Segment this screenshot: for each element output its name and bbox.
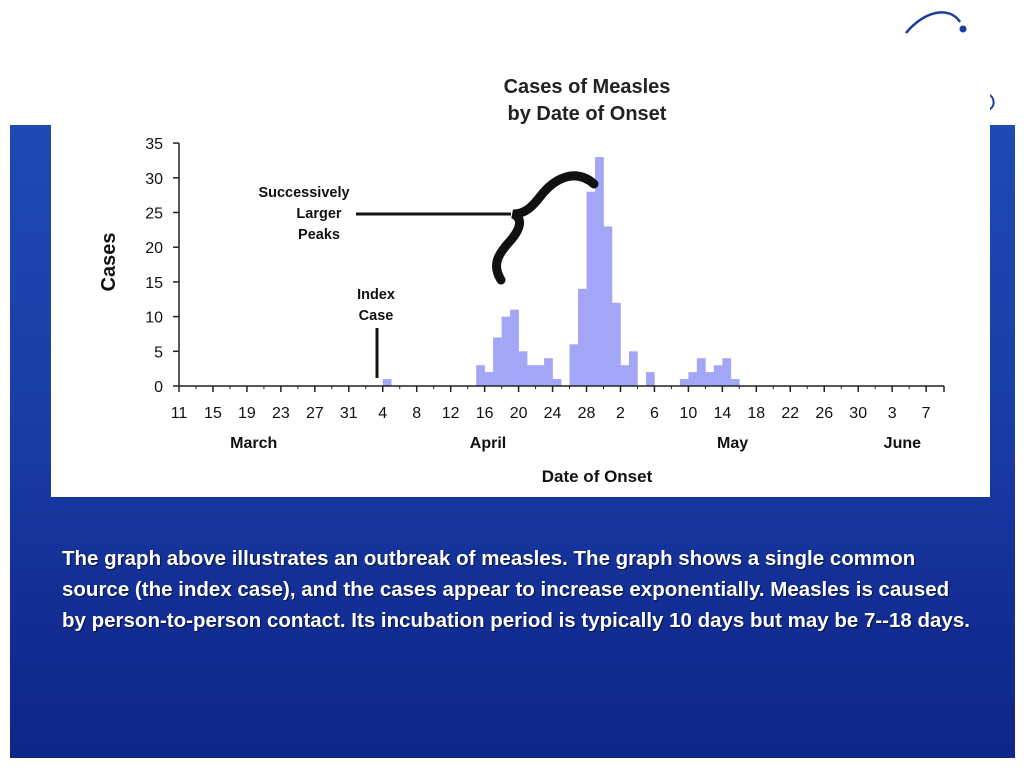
index-case-label-line-2: Case xyxy=(359,308,394,324)
x-tick-label: 3 xyxy=(888,405,897,422)
bar-day-35 xyxy=(476,365,485,386)
x-tick-label: 30 xyxy=(849,405,867,422)
chart-title: Cases of Measles by Date of Onset xyxy=(351,74,823,128)
month-label: June xyxy=(884,435,921,452)
bar-day-42 xyxy=(535,365,545,386)
bar-day-37 xyxy=(493,337,502,386)
bar-day-60 xyxy=(688,372,698,386)
bar-day-51 xyxy=(611,302,621,386)
y-tick-label: 0 xyxy=(154,379,163,396)
caption-text: The graph above illustrates an outbreak … xyxy=(62,547,970,632)
x-tick-label: 28 xyxy=(578,405,596,422)
peaks-label-line-2: Larger xyxy=(296,206,341,222)
y-tick-label: 35 xyxy=(145,136,163,153)
x-tick-label: 31 xyxy=(340,405,358,422)
bar-day-41 xyxy=(527,365,536,386)
bar-day-55 xyxy=(645,372,655,386)
x-tick-label: 16 xyxy=(476,405,494,422)
bar-day-43 xyxy=(544,358,553,386)
peaks-label-line-1: Successively xyxy=(258,185,349,201)
x-tick-label: 24 xyxy=(544,405,562,422)
y-tick-label: 5 xyxy=(154,344,163,361)
bar-day-24 xyxy=(382,379,392,386)
bar-day-63 xyxy=(713,365,723,386)
x-tick-label: 27 xyxy=(306,405,324,422)
x-tick-label: 20 xyxy=(510,405,528,422)
bar-day-48 xyxy=(586,191,596,386)
bar-day-61 xyxy=(696,358,706,386)
y-tick-label: 20 xyxy=(145,240,163,257)
y-tick-label: 15 xyxy=(145,275,163,292)
chart-panel: Cases of Measles by Date of Onset 0 5 10 15… xyxy=(51,68,990,497)
bars-layer xyxy=(382,156,740,386)
y-tick-label: 30 xyxy=(145,171,163,188)
x-tick-label: 6 xyxy=(650,405,659,422)
y-tick-label: 10 xyxy=(145,310,163,327)
bar-day-65 xyxy=(730,379,740,386)
x-tick-label: 11 xyxy=(171,405,188,422)
x-tick-label: 8 xyxy=(412,405,421,422)
x-tick-label: 4 xyxy=(378,405,387,422)
x-axis-title: Date of Onset xyxy=(542,467,653,486)
bar-day-59 xyxy=(679,379,689,386)
x-tick-label: 12 xyxy=(442,405,460,422)
bar-day-62 xyxy=(705,372,715,386)
bar-day-46 xyxy=(569,344,579,386)
bar-day-49 xyxy=(595,156,604,386)
y-tick-label: 25 xyxy=(145,206,163,223)
x-tick-label: 2 xyxy=(616,405,625,422)
month-label: May xyxy=(717,435,748,452)
y-axis-title: Cases xyxy=(98,233,120,292)
bar-day-53 xyxy=(628,351,638,386)
bar-day-47 xyxy=(578,288,587,386)
bar-day-52 xyxy=(620,365,630,386)
chart-title-line-2: by Date of Onset xyxy=(507,103,667,125)
index-case-label-line-1: Index xyxy=(357,287,395,303)
x-tick-label: 10 xyxy=(680,405,698,422)
x-tick-label: 7 xyxy=(922,405,931,422)
month-label: April xyxy=(470,435,506,452)
bar-day-50 xyxy=(603,226,613,386)
bar-day-38 xyxy=(501,316,511,386)
month-label: March xyxy=(230,435,277,452)
bar-day-44 xyxy=(552,379,562,386)
bar-day-36 xyxy=(484,372,494,386)
peaks-label-line-3: Peaks xyxy=(298,227,340,243)
bar-day-39 xyxy=(510,309,519,386)
chart-title-line-1: Cases of Measles xyxy=(503,76,671,98)
x-tick-label: 18 xyxy=(747,405,765,422)
x-tick-label: 22 xyxy=(781,405,799,422)
annotations-layer: Index Case Successively Larger Peaks xyxy=(258,171,599,378)
bar-day-40 xyxy=(518,351,528,386)
bar-day-64 xyxy=(722,358,732,386)
peaks-brace xyxy=(492,171,599,285)
x-tick-label: 23 xyxy=(272,405,290,422)
x-tick-label: 19 xyxy=(238,405,256,422)
x-tick-label: 26 xyxy=(815,405,833,422)
x-tick-label: 14 xyxy=(713,405,731,422)
x-tick-label: 15 xyxy=(204,405,222,422)
